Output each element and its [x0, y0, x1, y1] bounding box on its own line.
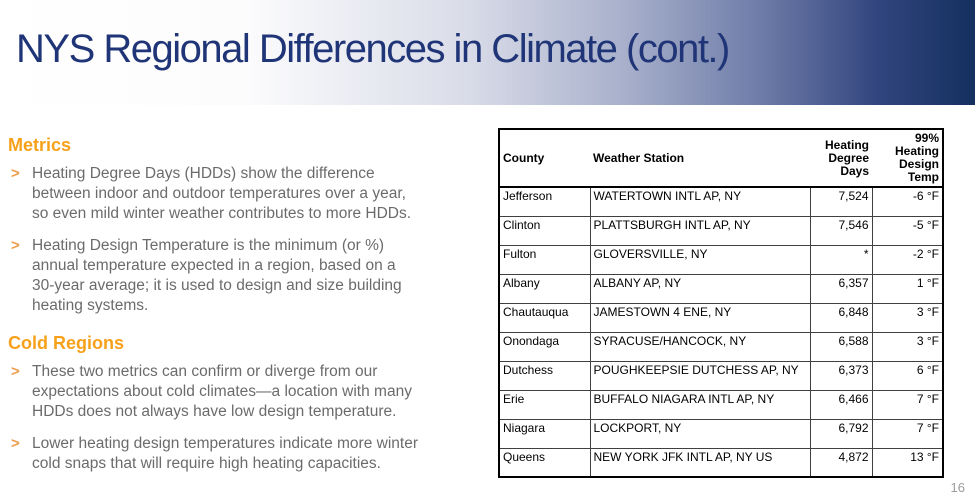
cell-hdd: 4,872	[809, 447, 873, 478]
cell-county: Jefferson	[498, 186, 591, 217]
cell-station: LOCKPORT, NY	[589, 418, 811, 449]
climate-table: County Weather Station Heating Degree Da…	[498, 128, 944, 478]
bullet-arrow-icon: >	[11, 363, 20, 380]
cell-hdd: 6,588	[809, 331, 873, 362]
bullet-text: Heating Degree Days (HDDs) show the diff…	[32, 165, 412, 222]
cell-county: Queens	[498, 447, 591, 478]
table-row: Fulton GLOVERSVILLE, NY * -2 °F	[498, 244, 944, 275]
cell-hdd: 6,792	[809, 418, 873, 449]
page-number: 16	[950, 480, 965, 495]
cell-temp: -6 °F	[871, 186, 944, 217]
table-row: Onondaga SYRACUSE/HANCOCK, NY 6,588 3 °F	[498, 331, 944, 362]
cell-temp: 6 °F	[871, 360, 944, 391]
cell-county: Dutchess	[498, 360, 591, 391]
bullet-text: Lower heating design temperatures indica…	[32, 435, 418, 472]
table-row: Queens NEW YORK JFK INTL AP, NY US 4,872…	[498, 447, 944, 478]
cell-hdd: 7,524	[809, 186, 873, 217]
header-design-temp: 99% Heating Design Temp	[872, 129, 943, 188]
cell-hdd: 6,848	[809, 302, 873, 333]
cell-temp: 7 °F	[871, 418, 944, 449]
cell-hdd: 7,546	[809, 215, 873, 246]
cell-station: JAMESTOWN 4 ENE, NY	[589, 302, 811, 333]
cell-hdd: 6,466	[809, 389, 873, 420]
bullet-metrics-confirm: > These two metrics can confirm or diver…	[8, 362, 493, 422]
bullet-text: These two metrics can confirm or diverge…	[32, 363, 412, 420]
cell-county: Albany	[498, 273, 591, 304]
section-metrics: Metrics > Heating Degree Days (HDDs) sho…	[8, 134, 493, 316]
cell-temp: 3 °F	[871, 302, 944, 333]
cell-county: Erie	[498, 389, 591, 420]
header-weather-station: Weather Station	[590, 129, 810, 188]
cell-hdd: *	[809, 244, 873, 275]
cell-station: WATERTOWN INTL AP, NY	[589, 186, 811, 217]
cell-temp: 7 °F	[871, 389, 944, 420]
cell-temp: 3 °F	[871, 331, 944, 362]
table-row: Chautauqua JAMESTOWN 4 ENE, NY 6,848 3 °…	[498, 302, 944, 333]
table-row: Albany ALBANY AP, NY 6,357 1 °F	[498, 273, 944, 304]
climate-table-container: County Weather Station Heating Degree Da…	[498, 128, 944, 478]
cell-station: NEW YORK JFK INTL AP, NY US	[589, 447, 811, 478]
cell-temp: -5 °F	[871, 215, 944, 246]
cell-station: SYRACUSE/HANCOCK, NY	[589, 331, 811, 362]
cell-hdd: 6,357	[809, 273, 873, 304]
cell-temp: -2 °F	[871, 244, 944, 275]
table-header-row: County Weather Station Heating Degree Da…	[499, 129, 943, 188]
cell-county: Chautauqua	[498, 302, 591, 333]
cell-station: PLATTSBURGH INTL AP, NY	[589, 215, 811, 246]
table-row: Erie BUFFALO NIAGARA INTL AP, NY 6,466 7…	[498, 389, 944, 420]
cell-temp: 13 °F	[871, 447, 944, 478]
bullet-cold-snaps: > Lower heating design temperatures indi…	[8, 434, 493, 474]
header-county: County	[499, 129, 590, 188]
cell-station: POUGHKEEPSIE DUTCHESS AP, NY	[589, 360, 811, 391]
cell-station: BUFFALO NIAGARA INTL AP, NY	[589, 389, 811, 420]
bullet-arrow-icon: >	[11, 165, 20, 182]
cell-hdd: 6,373	[809, 360, 873, 391]
cold-regions-heading: Cold Regions	[8, 333, 124, 353]
section-cold-regions: Cold Regions > These two metrics can con…	[8, 332, 493, 474]
bullet-arrow-icon: >	[11, 435, 20, 452]
bullet-arrow-icon: >	[11, 237, 20, 254]
cell-county: Onondaga	[498, 331, 591, 362]
table-row: Dutchess POUGHKEEPSIE DUTCHESS AP, NY 6,…	[498, 360, 944, 391]
cell-temp: 1 °F	[871, 273, 944, 304]
header-heating-degree-days: Heating Degree Days	[810, 129, 872, 188]
cell-county: Niagara	[498, 418, 591, 449]
table-row: Clinton PLATTSBURGH INTL AP, NY 7,546 -5…	[498, 215, 944, 246]
cell-station: GLOVERSVILLE, NY	[589, 244, 811, 275]
cell-station: ALBANY AP, NY	[589, 273, 811, 304]
cell-county: Fulton	[498, 244, 591, 275]
text-column: Metrics > Heating Degree Days (HDDs) sho…	[8, 134, 493, 486]
bullet-design-temp-definition: > Heating Design Temperature is the mini…	[8, 236, 493, 316]
header-gradient-band	[0, 0, 975, 105]
bullet-hdd-definition: > Heating Degree Days (HDDs) show the di…	[8, 164, 493, 224]
table-row: Niagara LOCKPORT, NY 6,792 7 °F	[498, 418, 944, 449]
bullet-text: Heating Design Temperature is the minimu…	[32, 237, 402, 314]
table-row: Jefferson WATERTOWN INTL AP, NY 7,524 -6…	[498, 186, 944, 217]
cell-county: Clinton	[498, 215, 591, 246]
slide-title: NYS Regional Differences in Climate (con…	[16, 27, 730, 71]
metrics-heading: Metrics	[8, 135, 72, 155]
